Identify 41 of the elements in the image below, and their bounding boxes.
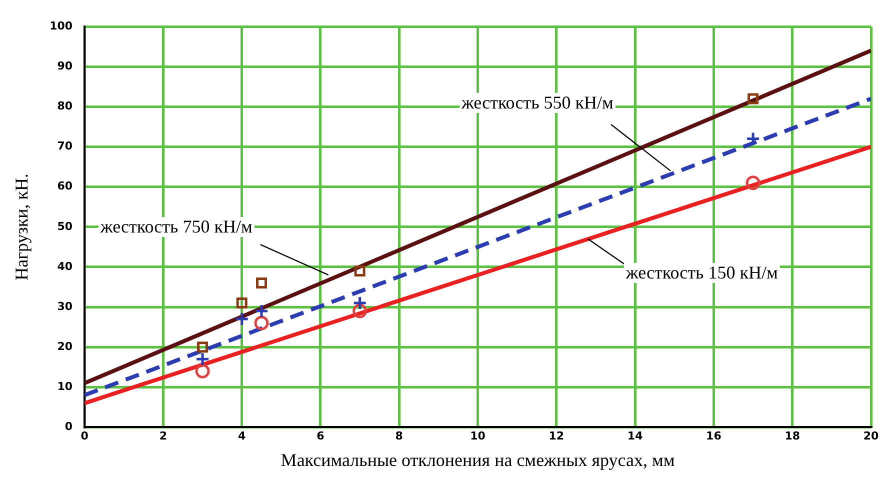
x-tick-label: 14 xyxy=(627,430,644,443)
point xyxy=(746,132,760,146)
x-tick-label: 8 xyxy=(395,430,403,443)
point xyxy=(352,296,368,310)
x-tick-label: 10 xyxy=(470,430,486,443)
point xyxy=(746,176,760,190)
x-tick-label: 16 xyxy=(706,430,722,443)
point xyxy=(254,304,269,318)
x-axis-title: Максимальные отклонения на смежных ярусах, мм xyxy=(280,450,675,470)
y-tick-label: 100 xyxy=(50,19,73,32)
x-tick-label: 20 xyxy=(863,430,879,443)
point xyxy=(254,316,269,330)
y-axis-title: Нагрузки, кН. xyxy=(12,173,32,280)
y-tick-label: 40 xyxy=(57,260,73,273)
y-tick-label: 70 xyxy=(57,140,73,153)
x-tick-label: 0 xyxy=(80,430,89,443)
point xyxy=(236,298,248,309)
annotation: жесткость 550 кН/м xyxy=(460,92,614,113)
point xyxy=(197,342,208,353)
x-tick-label: 12 xyxy=(548,430,564,443)
point xyxy=(195,364,210,378)
point xyxy=(748,93,759,104)
point xyxy=(354,265,366,276)
x-tick-label: 4 xyxy=(238,430,246,443)
x-tick-label: 6 xyxy=(316,430,325,443)
point xyxy=(256,277,268,288)
y-tick-label: 50 xyxy=(57,220,73,233)
y-tick-label: 10 xyxy=(57,380,73,393)
annotation: жесткость 750 кН/м xyxy=(99,216,252,237)
y-tick-label: 80 xyxy=(57,100,73,113)
y-tick-label: 0 xyxy=(64,420,73,434)
point xyxy=(234,312,250,326)
y-tick-label: 30 xyxy=(57,300,73,313)
point xyxy=(195,352,210,366)
point xyxy=(352,304,368,318)
annotation: жесткость 150 кН/м xyxy=(624,262,778,283)
y-tick-label: 20 xyxy=(57,340,73,353)
x-tick-label: 18 xyxy=(784,430,800,443)
y-tick-label: 90 xyxy=(57,60,73,73)
y-tick-label: 60 xyxy=(57,180,73,193)
x-tick-label: 2 xyxy=(159,430,168,443)
